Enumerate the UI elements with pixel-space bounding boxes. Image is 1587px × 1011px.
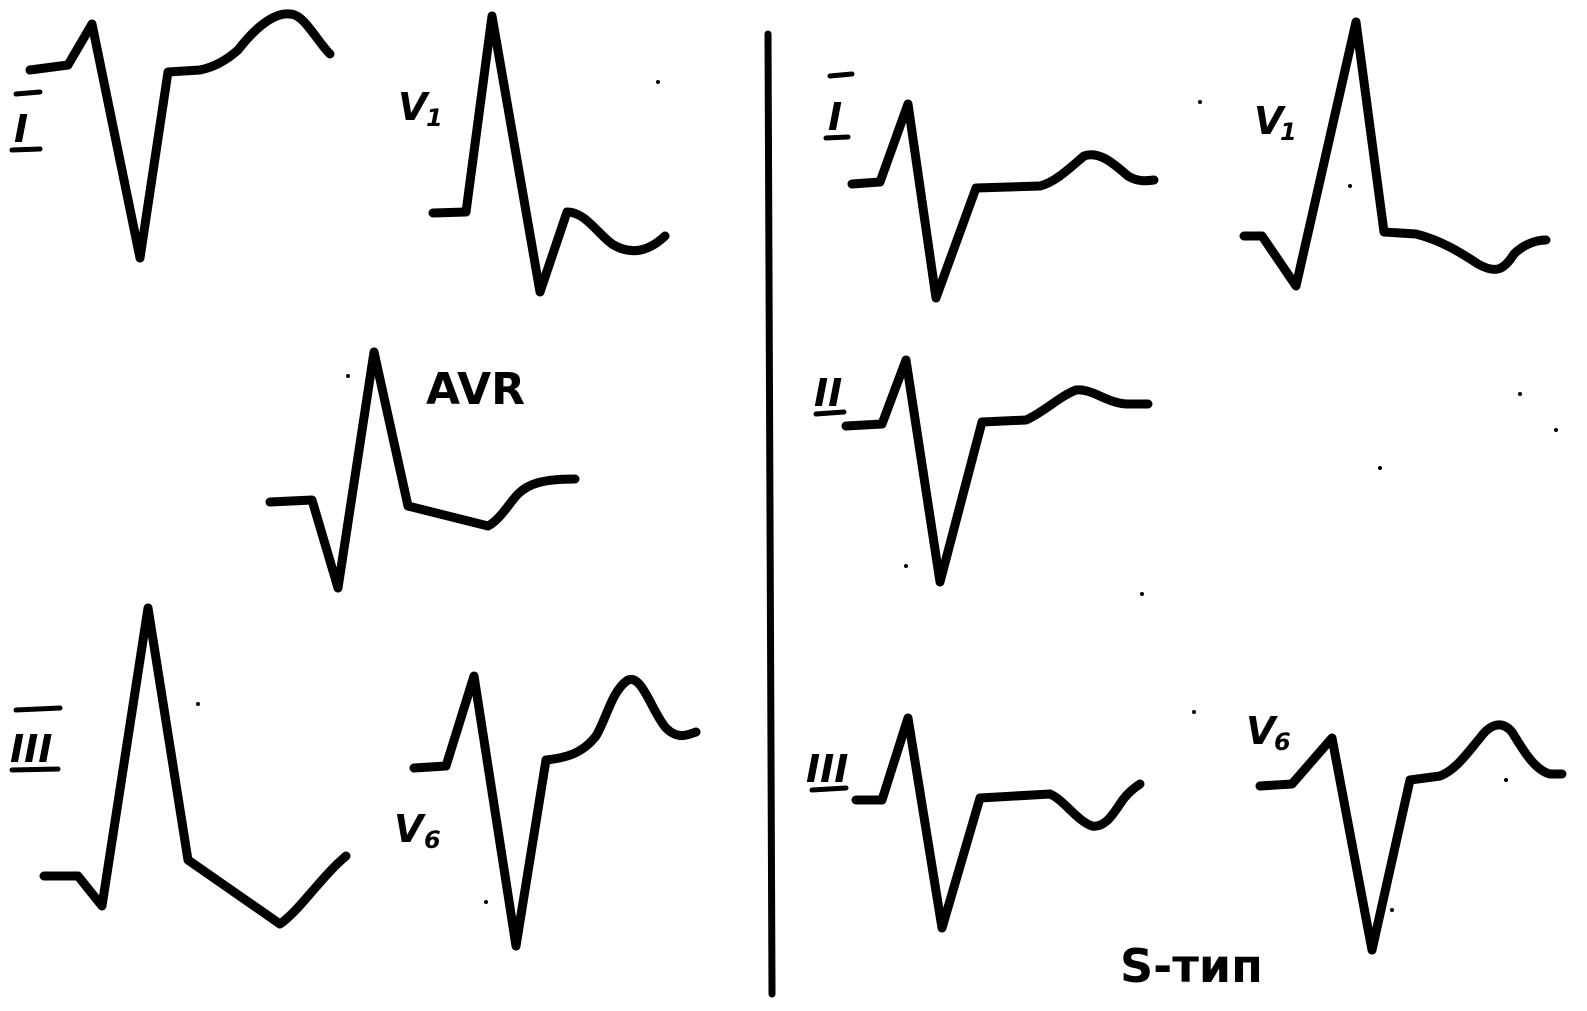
speck (1504, 778, 1508, 782)
right-lead-v1-letter: V (1254, 99, 1286, 143)
right-panel: I V 1 II III V 6 S-тип (806, 17, 1567, 993)
left-lead-v1-trace (428, 11, 670, 297)
speck (1348, 184, 1352, 188)
speck (1554, 428, 1558, 432)
right-lead-ii-label: II (814, 371, 842, 415)
right-lead-i-trace (847, 99, 1159, 303)
right-lead-ii-underline (813, 409, 847, 417)
right-lead-iii-trace (851, 713, 1145, 933)
right-lead-v1-sub: 1 (1280, 118, 1297, 146)
left-lead-i-trace (25, 9, 335, 263)
speck (1390, 908, 1394, 912)
right-lead-v6-trace (1255, 720, 1567, 955)
speck (1198, 100, 1202, 104)
right-lead-iii-underline (809, 785, 849, 793)
left-lead-i-label: I (14, 107, 28, 151)
right-lead-iii-label: III (806, 747, 848, 791)
right-lead-v1-trace (1239, 17, 1551, 291)
left-lead-v1-sub: 1 (426, 104, 443, 132)
left-lead-iii-label: III (10, 727, 52, 771)
left-lead-avr-trace (265, 347, 580, 593)
s-type-label: S-тип (1120, 939, 1263, 993)
left-lead-iii-underline (9, 766, 61, 773)
left-lead-v1-letter: V (398, 85, 430, 129)
left-lead-iii-overbar (13, 705, 63, 713)
left-lead-v6-letter: V (394, 807, 426, 851)
left-lead-v6-trace (409, 671, 701, 951)
speck (1140, 592, 1144, 596)
panel-divider (764, 30, 776, 998)
right-lead-i-underline (823, 134, 851, 141)
left-panel: I V 1 AVR III V 6 (9, 9, 701, 951)
left-lead-i-overbar (13, 89, 43, 97)
speck (1192, 710, 1196, 714)
right-lead-v6-sub: 6 (1274, 728, 1291, 756)
speck (904, 564, 908, 568)
speck (1518, 392, 1522, 396)
speck (346, 374, 350, 378)
right-lead-i-overbar (827, 71, 855, 79)
speck (484, 900, 488, 904)
left-lead-v6-sub: 6 (424, 826, 441, 854)
right-lead-ii-trace (841, 355, 1153, 587)
left-lead-iii-trace (39, 603, 351, 929)
left-lead-i-underline (9, 146, 43, 153)
speck (196, 702, 200, 706)
speck (656, 80, 660, 84)
left-lead-avr-label: AVR (426, 364, 525, 415)
speck (1378, 466, 1382, 470)
scan-specks (196, 80, 1558, 912)
right-lead-i-label: I (828, 95, 842, 139)
right-lead-v6-letter: V (1246, 709, 1278, 753)
